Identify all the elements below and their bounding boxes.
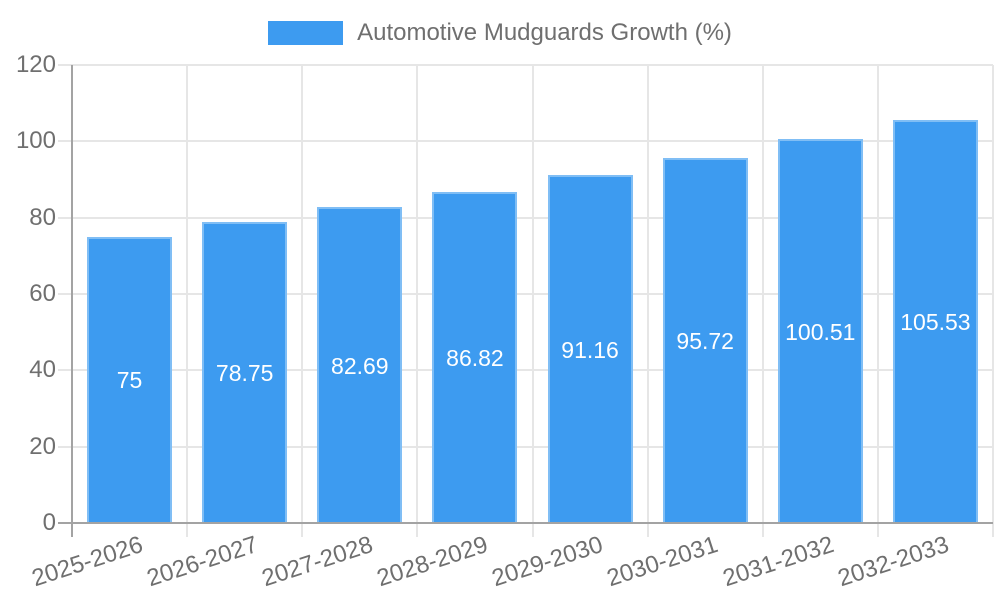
y-tick-label: 100 bbox=[15, 127, 56, 155]
v-gridline bbox=[876, 65, 879, 537]
h-gridline bbox=[58, 445, 993, 448]
plot-area: 75 78.75 82.69 86.82 91.16 95.72 100.51 105.53 bbox=[58, 64, 994, 537]
x-tick-label: 2032-2033 bbox=[834, 531, 952, 593]
bar-2028-2029[interactable]: 86.82 bbox=[432, 191, 518, 523]
bar-value-label: 78.75 bbox=[215, 360, 274, 387]
bar-value-label: 75 bbox=[116, 367, 143, 394]
h-gridline bbox=[58, 140, 993, 143]
h-gridline bbox=[58, 216, 993, 219]
legend-label: Automotive Mudguards Growth (%) bbox=[357, 19, 732, 46]
legend-color-swatch bbox=[268, 21, 344, 45]
x-tick-label: 2026-2027 bbox=[143, 531, 262, 593]
y-tick-label: 0 bbox=[42, 509, 56, 536]
v-gridline bbox=[992, 65, 994, 537]
v-gridline bbox=[761, 65, 764, 537]
h-gridline bbox=[58, 293, 993, 295]
y-tick-label: 20 bbox=[29, 432, 56, 460]
bar-2030-2031[interactable]: 95.72 bbox=[662, 157, 748, 523]
bar-2027-2028[interactable]: 82.69 bbox=[317, 207, 403, 523]
legend: Automotive Mudguards Growth (%) bbox=[0, 19, 1000, 47]
bar-value-label: 91.16 bbox=[561, 336, 619, 363]
y-tick-label: 80 bbox=[29, 203, 56, 231]
bar-value-label: 95.72 bbox=[676, 327, 734, 354]
v-gridline bbox=[416, 65, 419, 537]
x-tick-label: 2025-2026 bbox=[28, 531, 146, 593]
bar-2025-2026[interactable]: 75 bbox=[87, 236, 173, 523]
bar-2032-2033[interactable]: 105.53 bbox=[892, 120, 978, 523]
y-tick-label: 60 bbox=[29, 280, 56, 307]
bar-value-label: 105.53 bbox=[900, 309, 971, 336]
legend-item[interactable]: Automotive Mudguards Growth (%) bbox=[268, 19, 732, 47]
x-tick-label: 2030-2031 bbox=[604, 531, 722, 593]
x-tick-label: 2027-2028 bbox=[258, 531, 377, 593]
bar-2031-2032[interactable]: 100.51 bbox=[777, 139, 863, 523]
x-axis-line bbox=[58, 522, 993, 524]
y-axis-line bbox=[71, 65, 73, 537]
h-gridline bbox=[58, 369, 993, 372]
v-gridline bbox=[646, 65, 649, 537]
bar-2029-2030[interactable]: 91.16 bbox=[547, 175, 633, 523]
y-tick-label: 120 bbox=[15, 51, 56, 78]
x-tick-label: 2031-2032 bbox=[719, 531, 837, 593]
y-tick-label: 40 bbox=[29, 356, 56, 384]
x-tick-label: 2028-2029 bbox=[373, 531, 492, 593]
bar-value-label: 82.69 bbox=[331, 352, 389, 379]
bar-value-label: 100.51 bbox=[785, 318, 856, 345]
bar-2026-2027[interactable]: 78.75 bbox=[202, 222, 288, 523]
bar-value-label: 86.82 bbox=[446, 344, 504, 371]
v-gridline bbox=[186, 65, 189, 537]
h-gridline bbox=[58, 64, 993, 66]
x-tick-label: 2029-2030 bbox=[488, 531, 607, 593]
v-gridline bbox=[531, 65, 534, 537]
v-gridline bbox=[301, 65, 304, 537]
